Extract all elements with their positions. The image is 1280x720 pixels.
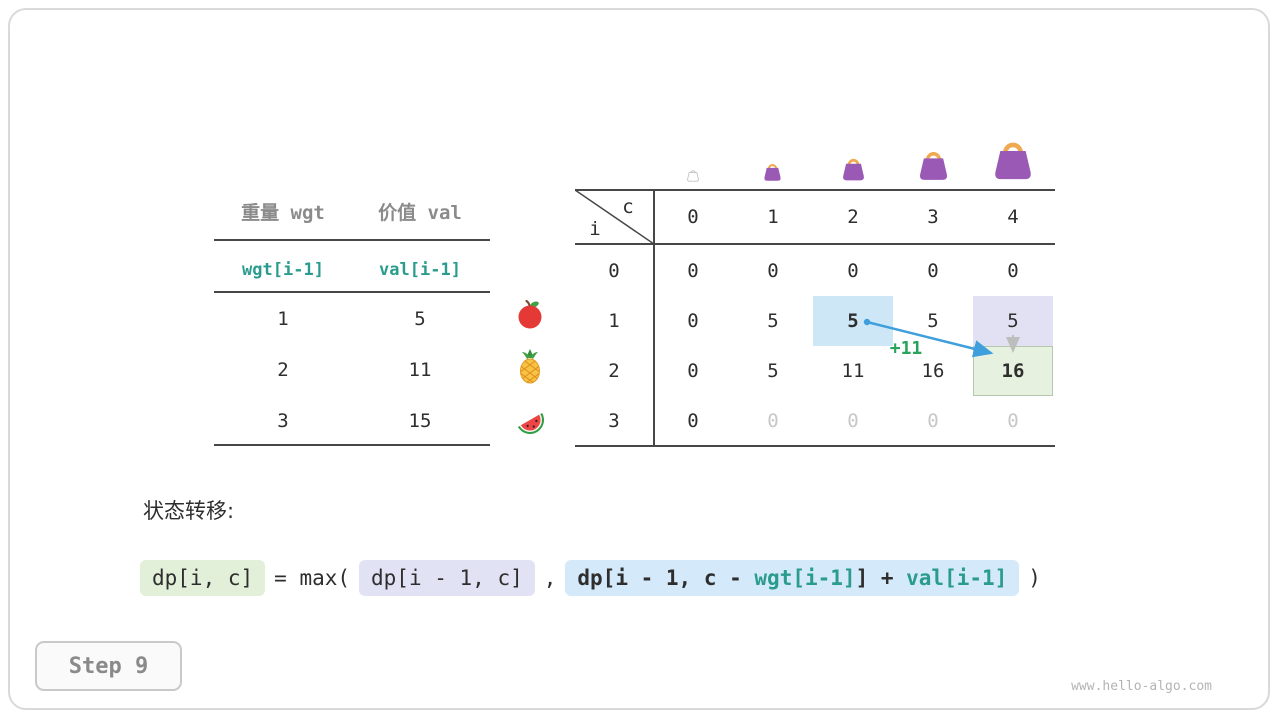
bag-icon <box>919 152 948 180</box>
dp-col-header: 4 <box>1007 206 1019 228</box>
dp-row-header: 2 <box>608 360 620 382</box>
dp-cell-result: 16 <box>1001 360 1025 382</box>
item-weight: 3 <box>277 410 289 432</box>
formula-take-wgt: wgt[i-1] <box>754 566 856 590</box>
dp-cell-pending: 0 <box>927 410 939 432</box>
dp-cell: 11 <box>841 360 865 382</box>
dp-cell: 5 <box>767 360 779 382</box>
dp-cell-keep: 5 <box>1007 310 1019 332</box>
dp-cell-pending: 0 <box>767 410 779 432</box>
value-symbol: val[i-1] <box>379 260 461 280</box>
dp-cell-pending: 0 <box>1007 410 1019 432</box>
pineapple-icon <box>520 349 540 384</box>
step-badge-label: Step 9 <box>68 653 149 679</box>
step-badge: Step 9 <box>35 641 182 691</box>
item-value: 15 <box>408 410 432 432</box>
state-transition-label: 状态转移: <box>143 499 235 523</box>
table-line <box>214 291 490 293</box>
item-weight: 2 <box>277 359 289 381</box>
table-line <box>575 243 1055 245</box>
dp-cell: 0 <box>767 260 779 282</box>
weight-column-header: 重量 wgt <box>241 202 325 224</box>
corner-diagonal-line <box>575 190 654 244</box>
dp-cell: 0 <box>687 310 699 332</box>
dp-col-header: 0 <box>687 206 699 228</box>
table-line <box>575 189 1055 191</box>
site-watermark: www.hello-algo.com <box>1071 679 1212 694</box>
item-value: 5 <box>414 308 426 330</box>
item-axis-label: i <box>589 218 601 240</box>
dp-cell: 0 <box>687 410 699 432</box>
watermelon-icon <box>517 413 544 434</box>
item-weight: 1 <box>277 308 289 330</box>
formula-close-paren: ) <box>1028 566 1041 590</box>
formula-equals-max: = max( <box>274 566 351 590</box>
value-added-annotation: +11 <box>889 338 923 359</box>
dp-cell: 0 <box>687 360 699 382</box>
formula-take-val: val[i-1] <box>906 566 1008 590</box>
table-line <box>214 239 490 241</box>
dp-cell: 5 <box>767 310 779 332</box>
formula-lhs: dp[i, c] <box>140 560 266 596</box>
dp-cell-pending: 0 <box>847 410 859 432</box>
dp-cell: 0 <box>927 260 939 282</box>
apple-icon <box>518 299 542 329</box>
dp-cell-source: 5 <box>847 310 859 332</box>
dp-col-header: 1 <box>767 206 779 228</box>
dp-row-header: 1 <box>608 310 620 332</box>
state-transition-formula: dp[i, c] = max( dp[i - 1, c] , dp[i - 1,… <box>140 560 1050 596</box>
empty-bag-icon <box>687 170 699 182</box>
capacity-axis-label: c <box>622 196 634 218</box>
dp-row-header: 0 <box>608 260 620 282</box>
dp-col-header: 2 <box>847 206 859 228</box>
dp-row-header: 3 <box>608 410 620 432</box>
bag-icon <box>764 164 781 181</box>
dp-cell: 0 <box>1007 260 1019 282</box>
item-value: 11 <box>408 359 432 381</box>
dp-col-header: 3 <box>927 206 939 228</box>
dp-cell: 0 <box>687 260 699 282</box>
formula-candidate-keep: dp[i - 1, c] <box>359 560 535 596</box>
bag-icon <box>995 142 1031 180</box>
value-column-header: 价值 val <box>378 202 462 224</box>
dp-cell: 16 <box>921 360 945 382</box>
table-line <box>214 444 490 446</box>
table-line <box>653 189 655 447</box>
weight-symbol: wgt[i-1] <box>242 260 324 280</box>
bag-icon <box>843 158 864 181</box>
table-line <box>575 445 1055 447</box>
formula-candidate-take: dp[i - 1, c - wgt[i-1]] + val[i-1] <box>565 560 1020 596</box>
formula-take-prefix: dp[i - 1, c - <box>577 566 755 590</box>
formula-take-mid: ] + <box>855 566 907 590</box>
dp-cell: 0 <box>847 260 859 282</box>
formula-comma: , <box>543 566 557 590</box>
